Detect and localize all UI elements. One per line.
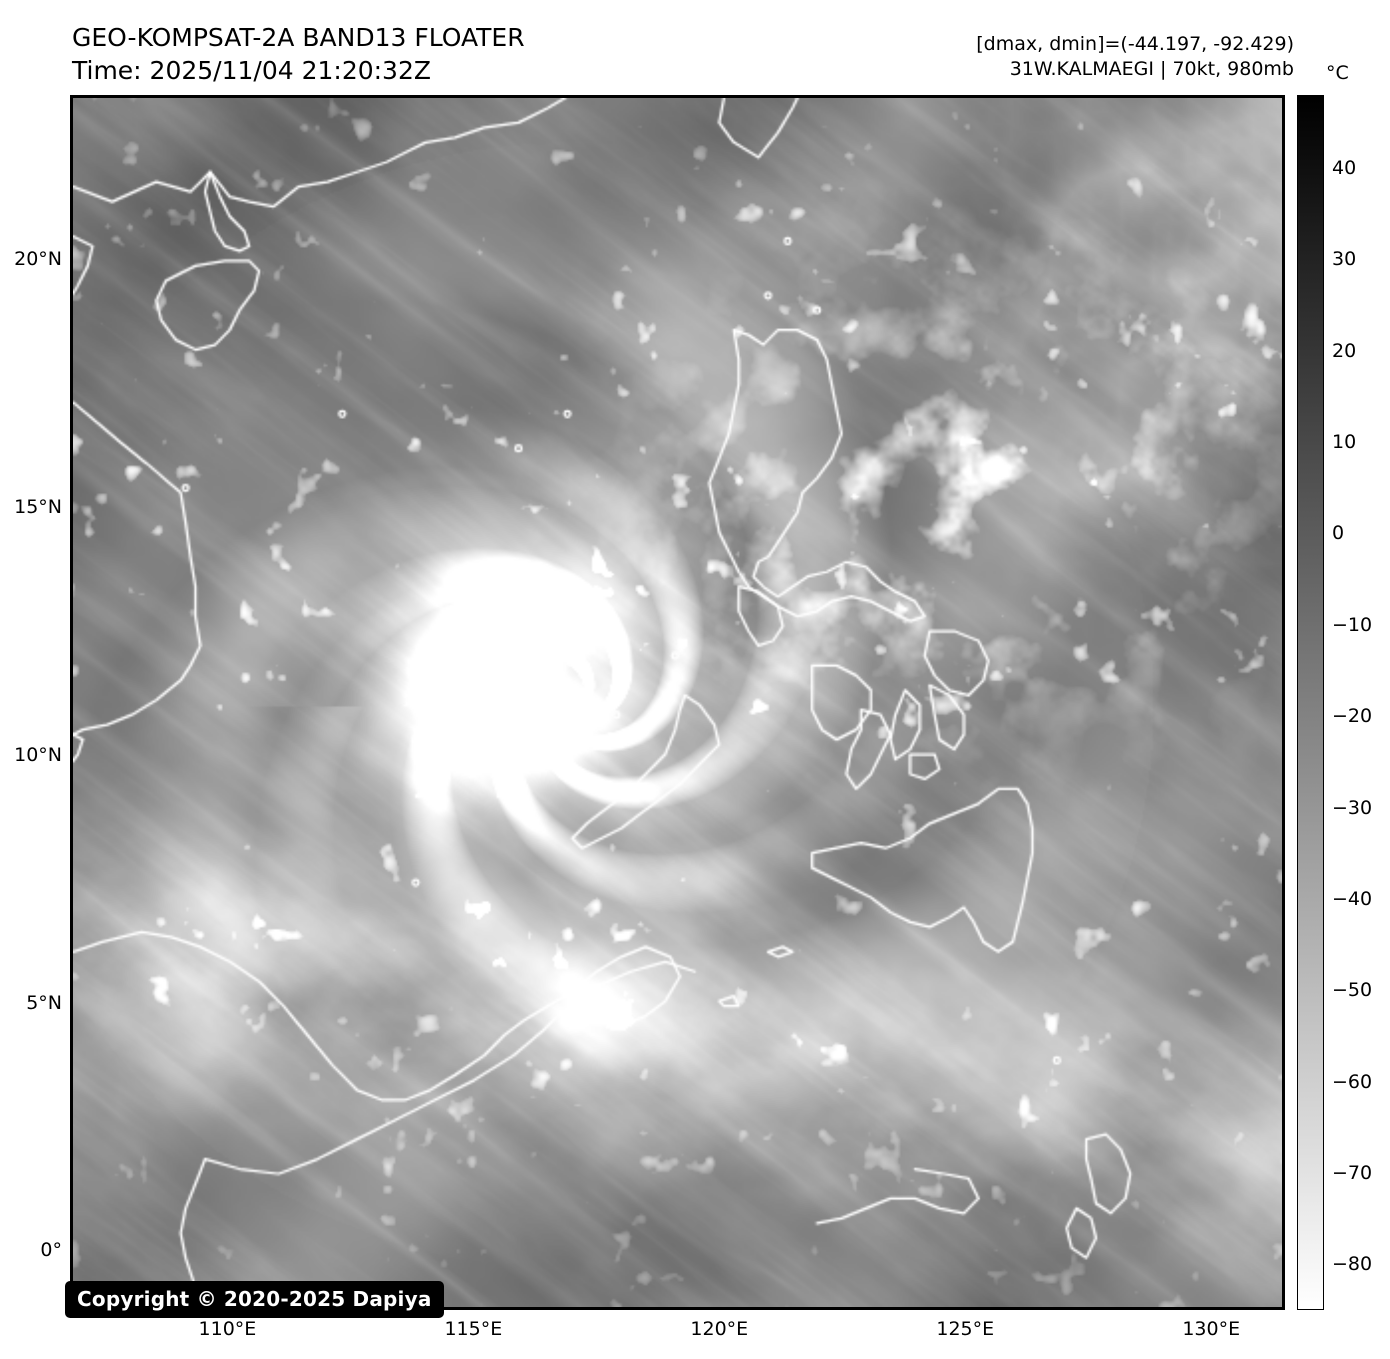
colorbar-tick-label: 30: [1332, 248, 1357, 271]
satellite-image-plot: [70, 95, 1285, 1310]
copyright-watermark: Copyright © 2020-2025 Dapiya: [65, 1281, 444, 1318]
colorbar-tick-label: −40: [1332, 887, 1373, 910]
colorbar-tick-label: 20: [1332, 339, 1357, 362]
satellite-imagery-canvas: [73, 98, 1282, 1307]
colorbar-tick-label: 40: [1332, 157, 1357, 180]
colorbar-tick-label: −80: [1332, 1253, 1373, 1276]
lon-tick-label: 115°E: [444, 1318, 503, 1340]
colorbar-tick-label: −60: [1332, 1070, 1373, 1093]
colorbar-tick-label: 10: [1332, 431, 1357, 454]
lon-tick-label: 110°E: [198, 1318, 257, 1340]
lat-tick-label: 5°N: [26, 991, 62, 1014]
storm-info-label: 31W.KALMAEGI | 70kt, 980mb: [1009, 57, 1294, 80]
colorbar-unit-label: °C: [1326, 62, 1349, 84]
colorbar-gradient: [1298, 96, 1323, 1309]
page-title: GEO-KOMPSAT-2A BAND13 FLOATER: [72, 23, 525, 52]
lat-tick-label: 0°: [40, 1239, 62, 1262]
lat-tick-label: 10°N: [14, 743, 62, 766]
colorbar-tick-label: −50: [1332, 979, 1373, 1002]
lon-tick-label: 130°E: [1182, 1318, 1241, 1340]
colorbar-tick-label: 0: [1332, 522, 1345, 545]
temperature-colorbar: [1297, 95, 1324, 1310]
colorbar-tick-label: −10: [1332, 613, 1373, 636]
colorbar-tick-label: −30: [1332, 796, 1373, 819]
lon-tick-label: 120°E: [690, 1318, 749, 1340]
lat-tick-label: 15°N: [14, 495, 62, 518]
header-title-block: GEO-KOMPSAT-2A BAND13 FLOATER Time: 2025…: [72, 22, 525, 87]
colorbar-tick-label: −20: [1332, 705, 1373, 728]
lon-tick-label: 125°E: [936, 1318, 995, 1340]
colorbar-tick-label: −70: [1332, 1161, 1373, 1184]
dmax-dmin-label: [dmax, dmin]=(-44.197, -92.429): [976, 33, 1294, 55]
header-meta-block: [dmax, dmin]=(-44.197, -92.429) 31W.KALM…: [976, 32, 1294, 81]
timestamp-label: Time: 2025/11/04 21:20:32Z: [72, 55, 431, 85]
lat-tick-label: 20°N: [14, 247, 62, 270]
